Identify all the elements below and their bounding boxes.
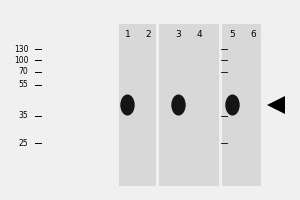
Text: 2: 2 — [146, 30, 151, 39]
Text: 35: 35 — [19, 111, 28, 120]
Bar — [156, 24, 159, 186]
Bar — [219, 24, 222, 186]
Text: 70: 70 — [19, 67, 28, 76]
Text: 6: 6 — [250, 30, 256, 39]
Text: 4: 4 — [197, 30, 202, 39]
Ellipse shape — [120, 94, 135, 116]
Text: 100: 100 — [14, 56, 28, 65]
Bar — [222, 24, 261, 186]
Text: 130: 130 — [14, 45, 28, 54]
Text: 55: 55 — [19, 80, 28, 89]
Text: 1: 1 — [124, 30, 130, 39]
Text: 3: 3 — [176, 30, 182, 39]
Text: 5: 5 — [230, 30, 236, 39]
Bar — [159, 24, 219, 186]
Polygon shape — [267, 96, 285, 114]
Ellipse shape — [171, 94, 186, 116]
Bar — [118, 24, 156, 186]
Ellipse shape — [225, 94, 240, 116]
Text: 25: 25 — [19, 139, 28, 148]
